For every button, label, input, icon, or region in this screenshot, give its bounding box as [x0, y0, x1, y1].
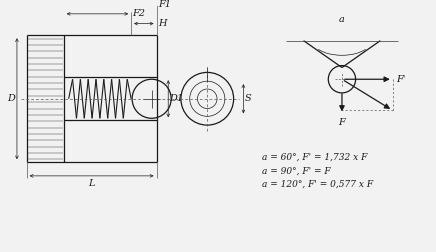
Text: S: S — [245, 94, 252, 103]
Text: H: H — [158, 19, 167, 28]
Text: F: F — [339, 118, 345, 127]
Text: F1: F1 — [158, 0, 171, 9]
Text: a = 60°, F' = 1,732 x F: a = 60°, F' = 1,732 x F — [262, 153, 367, 162]
Text: F2: F2 — [133, 9, 146, 18]
Text: a = 120°, F' = 0,577 x F: a = 120°, F' = 0,577 x F — [262, 180, 373, 189]
Text: D: D — [7, 94, 15, 103]
Text: a: a — [339, 15, 345, 24]
Text: a = 90°, F' = F: a = 90°, F' = F — [262, 167, 330, 175]
Text: L: L — [89, 179, 95, 188]
Text: F': F' — [396, 75, 405, 84]
Text: D1: D1 — [169, 94, 183, 103]
